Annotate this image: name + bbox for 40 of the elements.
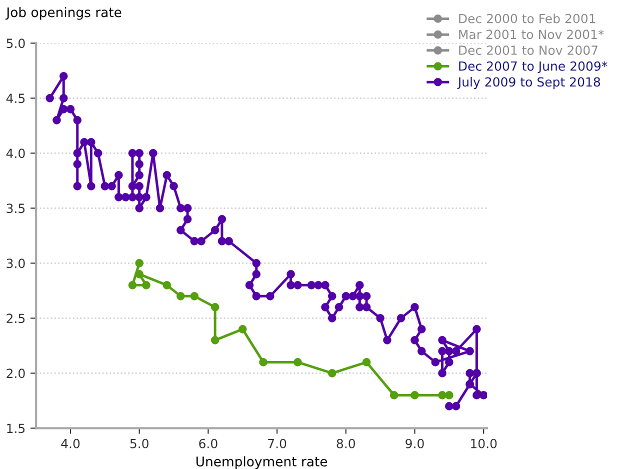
- point: [390, 391, 398, 400]
- y-tick-label: 2.5: [6, 314, 25, 324]
- x-tick-label: 8.0: [336, 438, 355, 448]
- point: [362, 358, 371, 366]
- y-tick-label: 2.0: [6, 368, 25, 378]
- point: [259, 358, 268, 366]
- legend-label: July 2009 to Sept 2018: [457, 76, 600, 90]
- y-tick-label: 3.5: [6, 204, 25, 214]
- point: [438, 391, 446, 400]
- legend-label: Dec 2007 to June 2009*: [459, 61, 608, 74]
- x-tick-label: 9.0: [406, 438, 424, 448]
- point: [444, 391, 454, 400]
- y-tick-label: 3.0: [6, 258, 25, 268]
- point: [294, 358, 302, 366]
- x-axis-title: Unemployment rate: [196, 456, 328, 469]
- point: [162, 281, 172, 290]
- point: [135, 270, 144, 278]
- point: [210, 336, 220, 344]
- point: [142, 281, 150, 290]
- y-axis-title: Job openings rate: [6, 7, 122, 20]
- x-tick-label: 5.0: [130, 438, 148, 448]
- point: [135, 259, 144, 268]
- point: [128, 281, 137, 290]
- y-tick-label: 4.5: [6, 94, 25, 104]
- point: [190, 292, 199, 300]
- point: [410, 391, 419, 400]
- point: [210, 303, 220, 312]
- y-tick-label: 1.5: [7, 424, 25, 434]
- y-tick-label: 4.0: [6, 148, 25, 158]
- x-tick-label: 10.0: [471, 438, 497, 448]
- x-tick-label: 4.0: [61, 438, 80, 448]
- legend-label: Dec 2001 to Nov 2007: [459, 46, 598, 55]
- legend-label: Dec 2000 to Feb 2001: [459, 14, 596, 24]
- point: [328, 369, 336, 378]
- point: [238, 325, 247, 334]
- point: [176, 292, 185, 300]
- x-tick-label: 6.0: [199, 438, 218, 448]
- y-tick-label: 5.0: [6, 38, 25, 48]
- x-tick-label: 7.0: [268, 438, 286, 448]
- legend-label: Mar 2001 to Nov 2001*: [459, 30, 604, 40]
